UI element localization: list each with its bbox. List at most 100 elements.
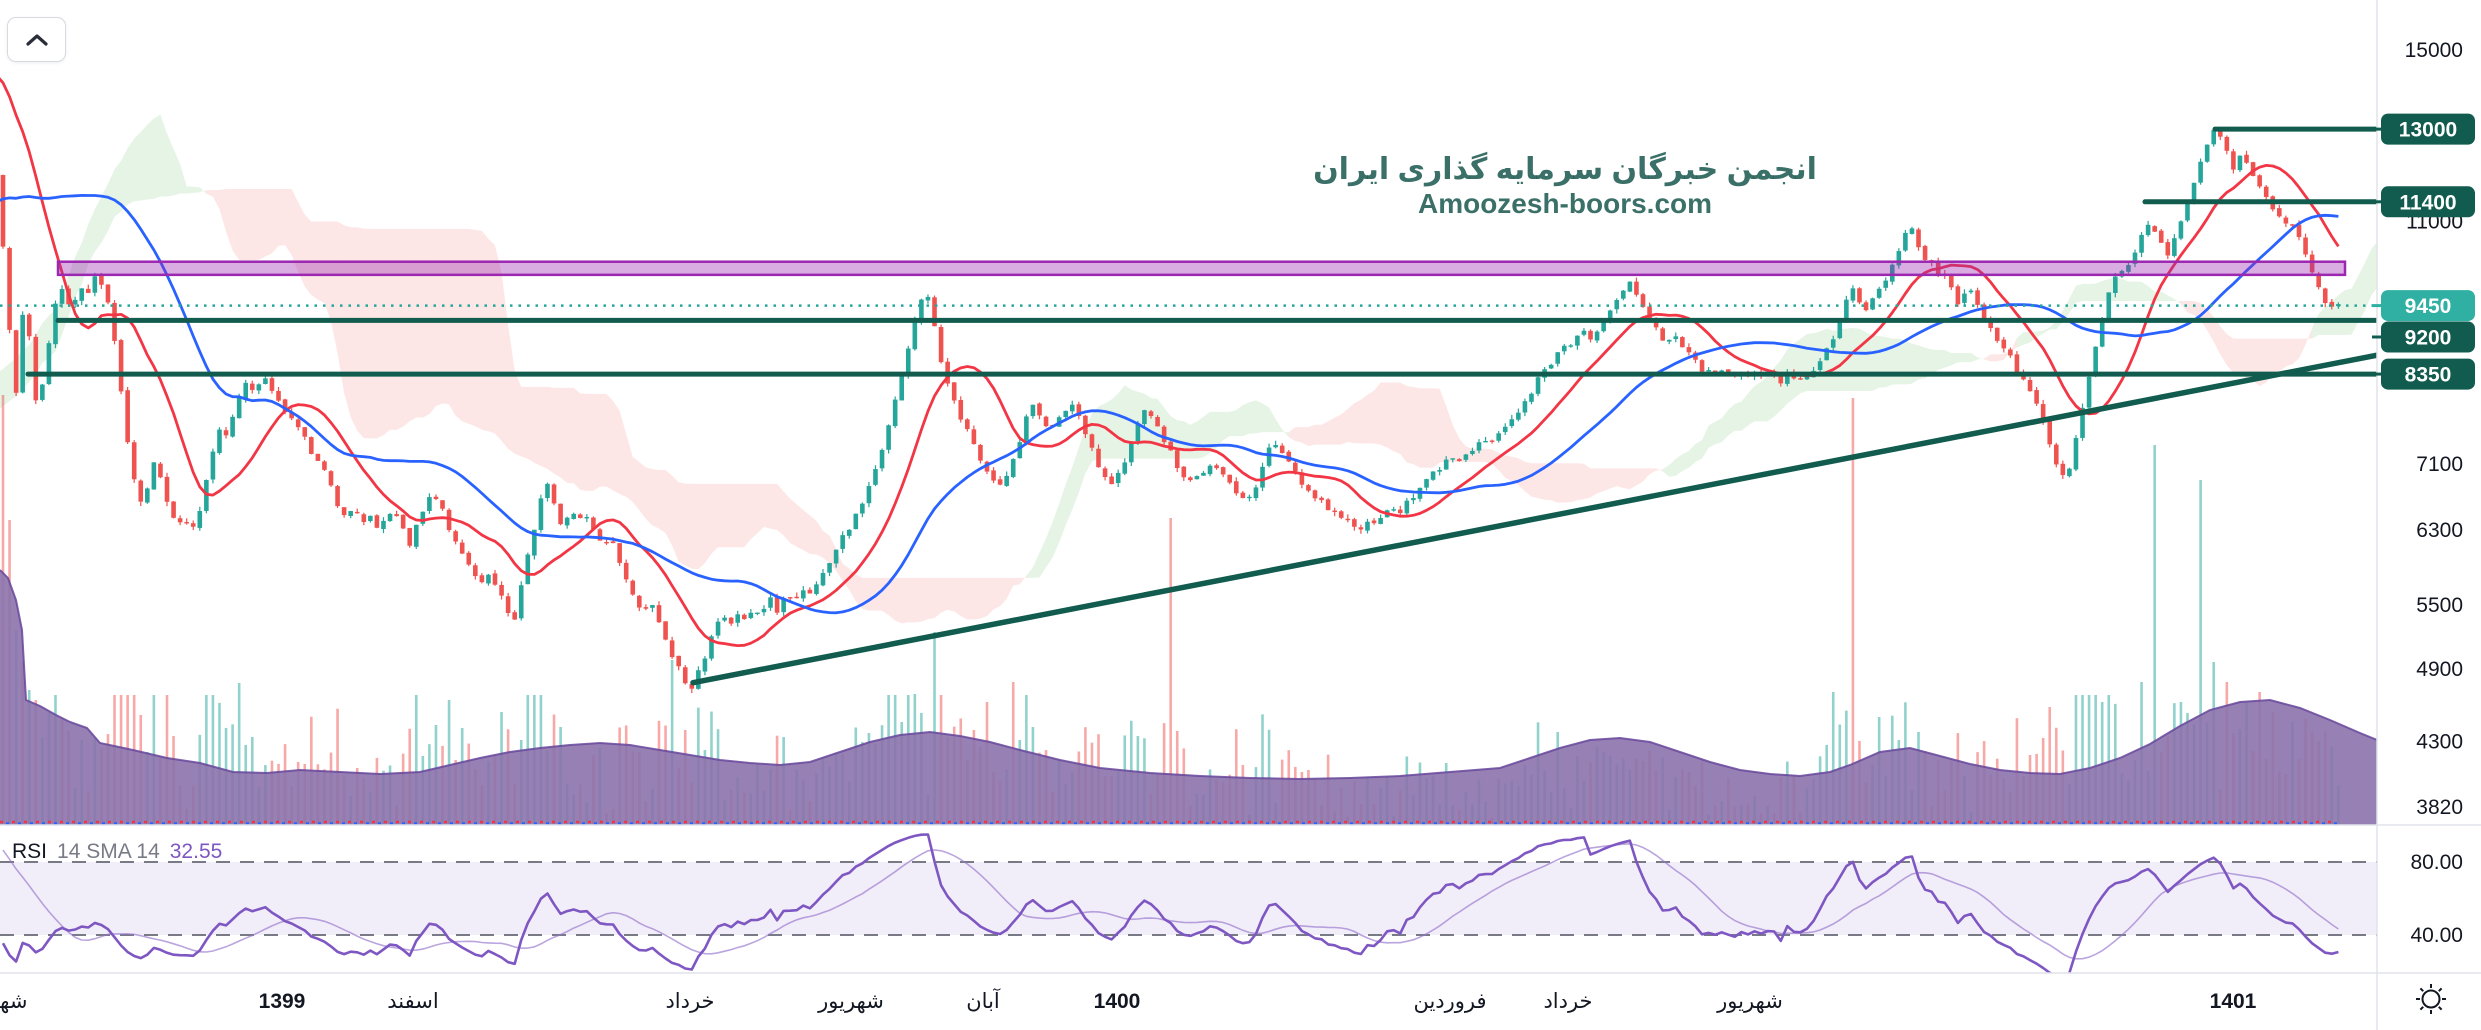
ichimoku-cloud-segment (599, 393, 607, 487)
rsi-indicator-label[interactable]: RSI 14 SMA 14 32.55 (12, 840, 222, 864)
ichimoku-cloud-segment (691, 483, 699, 570)
ichimoku-cloud-segment (396, 228, 404, 430)
ichimoku-cloud-segment (1216, 411, 1224, 448)
ichimoku-cloud-segment (1682, 450, 1689, 472)
time-axis-label: شهریور (1716, 990, 1783, 1013)
ichimoku-cloud-segment (1557, 463, 1565, 503)
ichimoku-cloud-segment (2364, 249, 2372, 312)
rsi-indicator-name: RSI (12, 840, 48, 863)
ichimoku-cloud-segment (94, 196, 102, 252)
rsi-sma-line (2, 842, 2339, 960)
ichimoku-cloud-segment (1931, 349, 1939, 374)
ichimoku-cloud-segment (927, 577, 935, 620)
ichimoku-cloud-segment (1623, 468, 1630, 490)
svg-text:13000: 13000 (2399, 119, 2457, 142)
ichimoku-cloud-segment (1925, 347, 1932, 379)
ichimoku-cloud-segment (298, 202, 305, 287)
price-badge[interactable]: 13000 (2381, 113, 2475, 145)
ichimoku-cloud-segment (2069, 285, 2076, 314)
ichimoku-cloud-segment (1885, 337, 1893, 388)
ichimoku-cloud-segment (1964, 353, 1971, 363)
ichimoku-cloud-segment (1984, 354, 1991, 362)
ichimoku-cloud-segment (1695, 439, 1703, 463)
ichimoku-cloud-segment (672, 475, 679, 562)
ichimoku-cloud-segment (390, 228, 397, 430)
ichimoku-cloud-segment (823, 530, 830, 564)
ichimoku-cloud-segment (921, 577, 928, 622)
ichimoku-cloud-segment (134, 132, 141, 202)
rsi-pane[interactable] (0, 833, 2377, 978)
ichimoku-cloud-segment (455, 228, 463, 422)
ma-fast-line[interactable] (0, 75, 2340, 647)
ichimoku-cloud-segment (508, 324, 515, 454)
supply-zone-band[interactable] (56, 260, 2347, 277)
collapse-pane-button[interactable] (7, 17, 66, 62)
ichimoku-cloud-segment (967, 577, 974, 620)
price-axis-label: 7100 (2416, 453, 2463, 476)
ichimoku-cloud-segment (613, 400, 620, 495)
ichimoku-cloud-segment (809, 515, 817, 555)
ichimoku-cloud-segment (1610, 468, 1617, 489)
ichimoku-cloud-segment (908, 577, 915, 623)
ichimoku-cloud-segment (1111, 393, 1119, 459)
ichimoku-cloud-segment (1688, 443, 1696, 468)
ichimoku-cloud-segment (153, 114, 161, 199)
ichimoku-cloud-segment (678, 482, 686, 566)
ichimoku-cloud-segment (665, 470, 673, 546)
time-axis-label: آبان (966, 988, 1001, 1013)
ichimoku-cloud-segment (1774, 360, 1781, 417)
ichimoku-cloud-segment (960, 577, 968, 620)
ichimoku-cloud-segment (737, 483, 745, 548)
ichimoku-cloud-segment (1223, 411, 1230, 441)
ascending-trendline[interactable] (690, 352, 2377, 686)
ichimoku-cloud-segment (2141, 281, 2149, 301)
main-chart-pane[interactable] (0, 75, 2378, 825)
ichimoku-cloud-segment (199, 187, 207, 194)
ichimoku-cloud-segment (1971, 353, 1978, 363)
ichimoku-cloud-segment (1997, 353, 2004, 362)
price-axis-panel[interactable] (2377, 0, 2481, 1030)
ichimoku-cloud-segment (1288, 427, 1296, 442)
sun-icon[interactable] (2416, 984, 2446, 1014)
ichimoku-cloud-segment (2299, 338, 2306, 359)
time-axis-label: فروردین (1413, 990, 1486, 1013)
volume-bars (1, 395, 2340, 825)
price-badge[interactable]: 9450 (2381, 290, 2475, 322)
ichimoku-cloud-segment (1649, 468, 1657, 475)
ichimoku-cloud-segment (206, 190, 213, 197)
price-axis-label: 4900 (2416, 658, 2463, 681)
ichimoku-cloud-segment (1065, 466, 1073, 526)
ichimoku-cloud-segment (350, 227, 358, 431)
ichimoku-cloud-segment (1505, 455, 1512, 481)
svg-text:9200: 9200 (2405, 327, 2452, 350)
ichimoku-cloud-segment (422, 228, 430, 418)
price-badge[interactable]: 11400 (2381, 186, 2475, 218)
ichimoku-cloud-segment (1374, 382, 1381, 445)
ichimoku-cloud-segment (718, 483, 725, 548)
ichimoku-cloud-segment (173, 149, 181, 196)
ichimoku-cloud-segment (285, 189, 292, 256)
ichimoku-cloud-segment (435, 228, 443, 407)
ichimoku-cloud-segment (1898, 338, 1906, 385)
ichimoku-cloud-segment (147, 118, 154, 200)
price-badge[interactable]: 8350 (2381, 358, 2475, 390)
ichimoku-cloud-segment (1833, 329, 1840, 391)
ichimoku-cloud-segment (481, 230, 489, 432)
ichimoku-cloud-segment (2036, 330, 2044, 338)
ichimoku-cloud-segment (1761, 376, 1768, 422)
ichimoku-cloud-segment (534, 386, 541, 467)
ichimoku-cloud-segment (567, 387, 574, 484)
ichimoku-cloud-segment (2180, 300, 2188, 313)
ichimoku-cloud-segment (1098, 403, 1106, 459)
rsi-axis-label: 80.00 (2410, 851, 2463, 874)
price-badge[interactable]: 9200 (2381, 321, 2475, 353)
ichimoku-cloud-segment (2358, 263, 2365, 323)
ichimoku-cloud-segment (652, 469, 659, 529)
ichimoku-cloud-segment (1406, 385, 1414, 465)
time-axis-panel[interactable] (0, 973, 2481, 1030)
ichimoku-cloud-segment (1308, 424, 1315, 446)
ichimoku-cloud-segment (1151, 398, 1158, 459)
ichimoku-cloud-segment (75, 242, 82, 298)
